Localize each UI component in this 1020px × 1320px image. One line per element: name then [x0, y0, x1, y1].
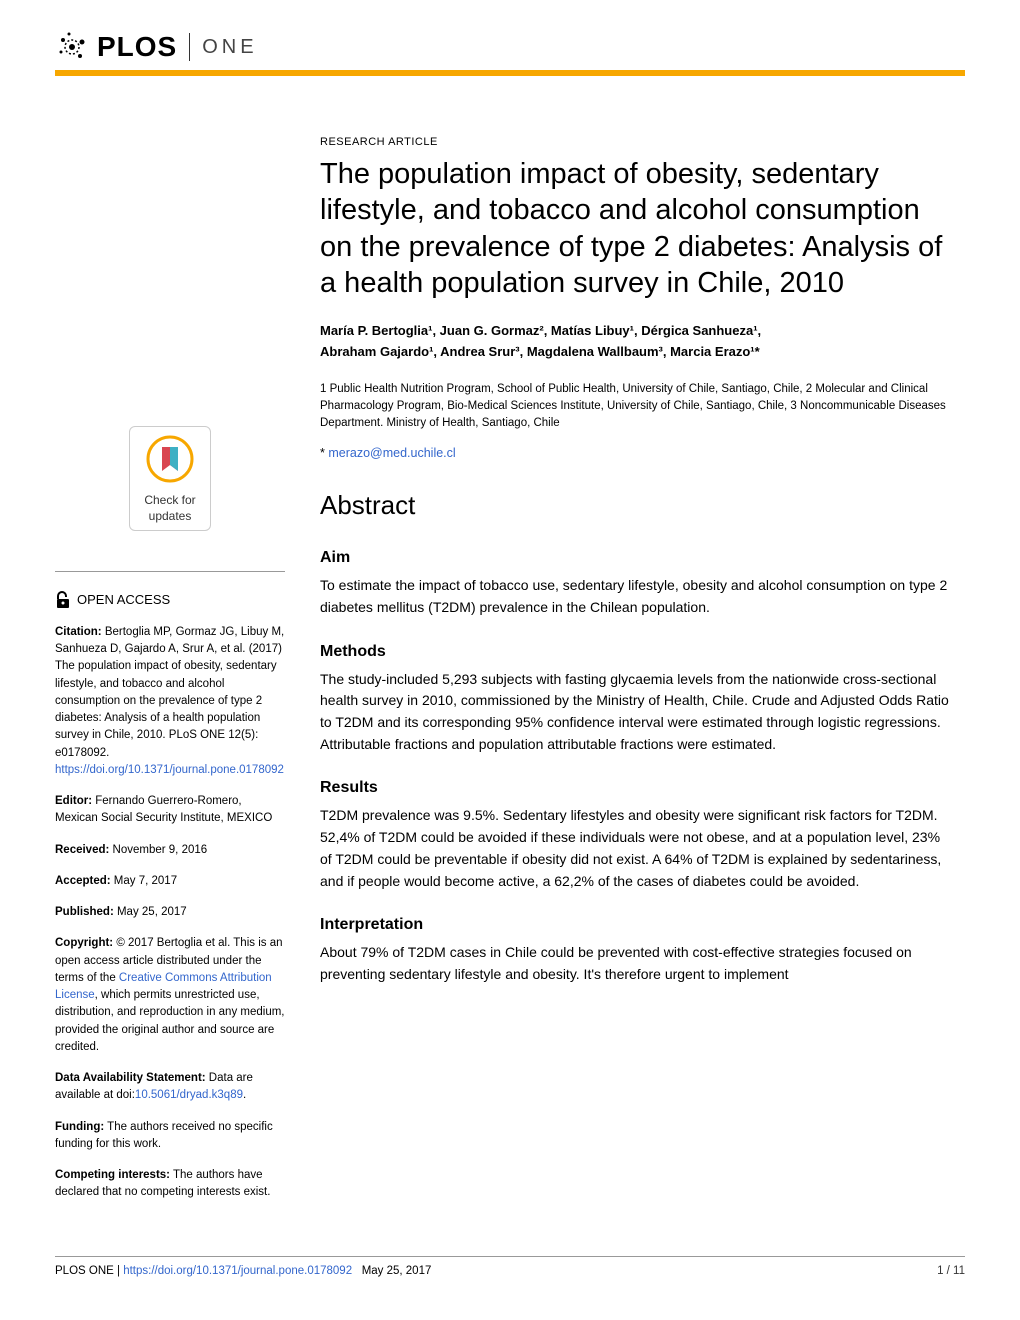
methods-heading: Methods	[320, 643, 955, 661]
plos-logo: PLOS ONE	[55, 30, 258, 64]
updates-line1: Check for	[144, 493, 195, 509]
data-doi-link[interactable]: 10.5061/dryad.k3q89	[135, 1089, 243, 1101]
plos-one-text: ONE	[202, 36, 257, 59]
data-availability-section: Data Availability Statement: Data are av…	[55, 1070, 285, 1105]
abstract-methods: Methods The study-included 5,293 subject…	[320, 643, 955, 756]
citation-section: Citation: Bertoglia MP, Gormaz JG, Libuy…	[55, 624, 285, 779]
sidebar-divider	[55, 571, 285, 572]
plos-text: PLOS	[97, 31, 177, 63]
competing-section: Competing interests: The authors have de…	[55, 1167, 285, 1202]
published-section: Published: May 25, 2017	[55, 904, 285, 921]
competing-label: Competing interests:	[55, 1169, 170, 1181]
citation-doi-link[interactable]: https://doi.org/10.1371/journal.pone.017…	[55, 764, 284, 776]
affiliations: 1 Public Health Nutrition Program, Schoo…	[320, 381, 955, 433]
authors-line1: María P. Bertoglia¹, Juan G. Gormaz², Ma…	[320, 321, 955, 342]
aim-text: To estimate the impact of tobacco use, s…	[320, 575, 955, 618]
copyright-label: Copyright:	[55, 937, 113, 949]
editor-label: Editor:	[55, 795, 92, 807]
aim-heading: Aim	[320, 549, 955, 567]
abstract-aim: Aim To estimate the impact of tobacco us…	[320, 549, 955, 618]
footer-date: May 25, 2017	[362, 1265, 432, 1277]
received-label: Received:	[55, 844, 109, 856]
results-heading: Results	[320, 779, 955, 797]
logo-separator	[189, 33, 190, 61]
interpretation-text: About 79% of T2DM cases in Chile could b…	[320, 942, 955, 985]
corresponding-email[interactable]: merazo@med.uchile.cl	[328, 446, 455, 460]
accepted-label: Accepted:	[55, 875, 111, 887]
article-title: The population impact of obesity, sedent…	[320, 156, 955, 301]
funding-label: Funding:	[55, 1121, 104, 1133]
interpretation-heading: Interpretation	[320, 916, 955, 934]
page-number: 1 / 11	[937, 1265, 965, 1277]
abstract-results: Results T2DM prevalence was 9.5%. Sedent…	[320, 779, 955, 892]
received-section: Received: November 9, 2016	[55, 842, 285, 859]
main-content: RESEARCH ARTICLE The population impact o…	[320, 136, 965, 1216]
data-text2: .	[243, 1089, 246, 1101]
open-access-label: OPEN ACCESS	[55, 590, 285, 610]
journal-header: PLOS ONE	[55, 30, 965, 64]
corresponding-marker: *	[320, 446, 325, 460]
accepted-section: Accepted: May 7, 2017	[55, 873, 285, 890]
copyright-section: Copyright: © 2017 Bertoglia et al. This …	[55, 935, 285, 1056]
content-wrapper: Check for updates OPEN ACCESS Citation: …	[55, 136, 965, 1216]
sidebar: Check for updates OPEN ACCESS Citation: …	[55, 136, 285, 1216]
page-footer: PLOS ONE | https://doi.org/10.1371/journ…	[55, 1256, 965, 1277]
plos-icon	[55, 30, 89, 64]
updates-line2: updates	[144, 509, 195, 525]
authors-line2: Abraham Gajardo¹, Andrea Srur³, Magdalen…	[320, 342, 955, 363]
footer-left: PLOS ONE | https://doi.org/10.1371/journ…	[55, 1265, 431, 1277]
corresponding-author: * merazo@med.uchile.cl	[320, 446, 955, 460]
check-updates-badge[interactable]: Check for updates	[55, 426, 285, 531]
authors: María P. Bertoglia¹, Juan G. Gormaz², Ma…	[320, 321, 955, 363]
footer-journal: PLOS ONE |	[55, 1265, 123, 1277]
methods-text: The study-included 5,293 subjects with f…	[320, 669, 955, 756]
accent-bar	[55, 70, 965, 76]
affiliations-text: 1 Public Health Nutrition Program, Schoo…	[320, 383, 946, 430]
results-text: T2DM prevalence was 9.5%. Sedentary life…	[320, 805, 955, 892]
footer-doi-link[interactable]: https://doi.org/10.1371/journal.pone.017…	[123, 1265, 352, 1277]
received-text: November 9, 2016	[109, 844, 207, 856]
bookmark-icon	[146, 435, 194, 483]
citation-text: Bertoglia MP, Gormaz JG, Libuy M, Sanhue…	[55, 626, 284, 759]
editor-section: Editor: Fernando Guerrero-Romero, Mexica…	[55, 793, 285, 828]
published-label: Published:	[55, 906, 114, 918]
open-lock-icon	[55, 591, 71, 609]
funding-section: Funding: The authors received no specifi…	[55, 1119, 285, 1154]
abstract-heading: Abstract	[320, 490, 955, 521]
citation-label: Citation:	[55, 626, 102, 638]
data-label: Data Availability Statement:	[55, 1072, 206, 1084]
published-text: May 25, 2017	[114, 906, 187, 918]
abstract-interpretation: Interpretation About 79% of T2DM cases i…	[320, 916, 955, 985]
article-type: RESEARCH ARTICLE	[320, 136, 955, 148]
open-access-text: OPEN ACCESS	[77, 590, 170, 610]
page-container: PLOS ONE Check for updates	[0, 0, 1020, 1307]
accepted-text: May 7, 2017	[111, 875, 177, 887]
